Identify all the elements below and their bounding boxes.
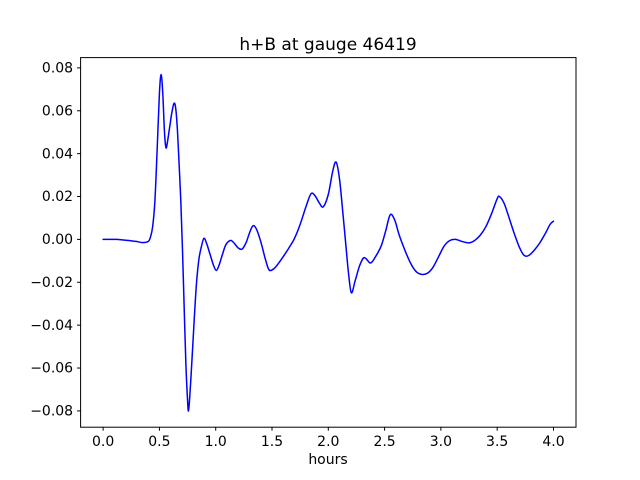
x-tick-label: 1.5 [261, 434, 283, 450]
x-tick-label: 3.5 [486, 434, 508, 450]
data-line-series [102, 73, 555, 412]
x-axis-label: hours [308, 452, 347, 468]
y-tick-label: 0.00 [42, 232, 73, 248]
x-tick-label: 2.0 [317, 434, 339, 450]
x-tick-label: 4.0 [542, 434, 564, 450]
axes-frame [80, 57, 577, 428]
x-tick-label: 0.0 [92, 434, 114, 450]
x-tick-label: 1.0 [205, 434, 227, 450]
y-tick-label: 0.04 [42, 146, 73, 162]
y-tick-label: −0.06 [30, 361, 73, 377]
x-tick-label: 3.0 [430, 434, 452, 450]
chart-title: h+B at gauge 46419 [239, 35, 416, 55]
y-tick-label: 0.08 [42, 61, 73, 77]
y-tick-label: 0.02 [42, 189, 73, 205]
axes: 0.0 0.5 1.0 1.5 2.0 2.5 3.0 3.5 4.0 −0.08 −0.06 −0.… [30, 57, 577, 450]
x-tick-label: 0.5 [148, 434, 170, 450]
y-tick-label: −0.08 [30, 404, 73, 420]
y-tick-label: −0.04 [30, 318, 73, 334]
y-tick-label: 0.06 [42, 103, 73, 119]
x-tick-label: 2.5 [373, 434, 395, 450]
y-tick-label: −0.02 [30, 275, 73, 291]
